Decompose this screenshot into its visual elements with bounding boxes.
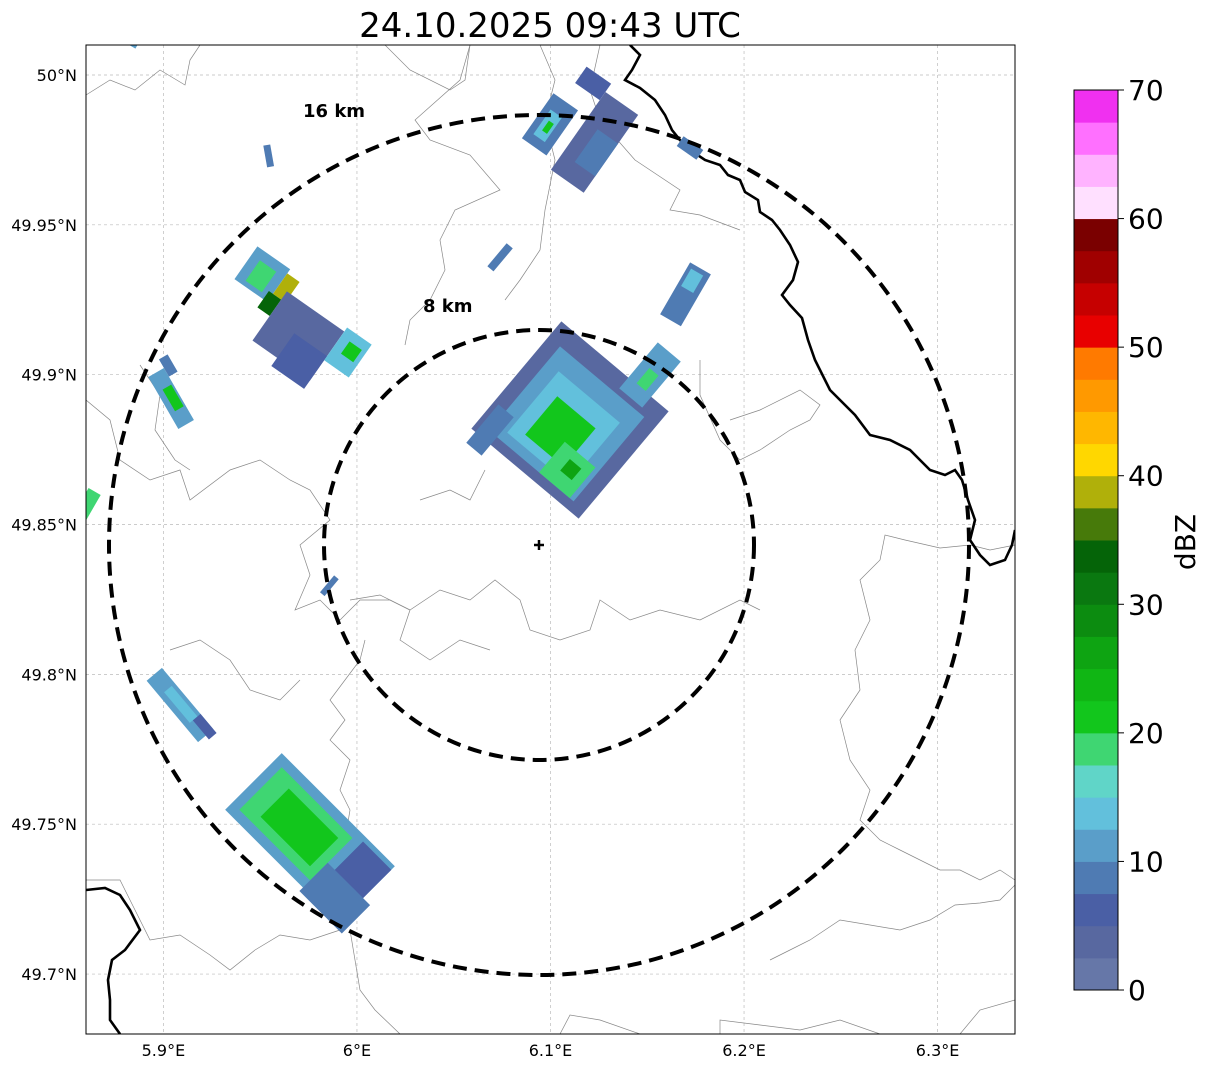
- colorbar-swatch: [1074, 925, 1118, 959]
- longitude-labels: 5.9°E 6°E 6.1°E 6.2°E 6.3°E: [142, 1041, 960, 1060]
- colorbar-swatch: [1074, 315, 1118, 348]
- lon-tick-label: 6.1°E: [529, 1041, 573, 1060]
- echo-central-ne-arm: [619, 342, 681, 408]
- colorbar-swatch: [1074, 732, 1118, 766]
- lon-tick-label: 5.9°E: [142, 1041, 186, 1060]
- map-title: 24.10.2025 09:43 UTC: [359, 6, 741, 46]
- colorbar-swatch: [1074, 443, 1118, 477]
- echo-small-nw: [263, 144, 275, 168]
- echo-small-sw-center: [319, 575, 339, 597]
- colorbar-swatch: [1074, 90, 1118, 123]
- map-frame: [85, 44, 1016, 1035]
- colorbar-swatch: [1074, 636, 1118, 670]
- radar-site-marker: [534, 540, 544, 550]
- colorbar-swatch: [1074, 604, 1118, 637]
- lat-tick-label: 49.8°N: [21, 665, 77, 684]
- colorbar-swatch: [1074, 475, 1118, 509]
- colorbar-swatch: [1074, 186, 1118, 220]
- radar-echoes: [86, 45, 711, 934]
- echo-east-cell: [660, 262, 711, 327]
- colorbar-swatch: [1074, 765, 1118, 798]
- colorbar-swatch: [1074, 700, 1118, 734]
- colorbar-swatch: [1074, 861, 1118, 895]
- colorbar-frame: [1073, 89, 1119, 991]
- colorbar-tick-label: 20: [1128, 717, 1164, 750]
- ring-label-16km: 16 km: [303, 101, 365, 122]
- lat-tick-label: 49.75°N: [11, 815, 77, 834]
- colorbar-swatch: [1074, 797, 1118, 830]
- colorbar-swatch: [1074, 572, 1118, 605]
- lat-tick-label: 49.9°N: [21, 366, 77, 385]
- lon-tick-label: 6.3°E: [916, 1041, 960, 1060]
- echo-south-west-storm: [225, 753, 395, 934]
- echo-edge-west: [86, 488, 101, 521]
- colorbar-swatch: [1074, 668, 1118, 702]
- colorbar-swatch: [1074, 507, 1118, 541]
- colorbar-swatch: [1074, 122, 1118, 155]
- range-ring-16km: [107, 113, 971, 977]
- echo-west-cell: [148, 354, 194, 429]
- echo-central-cluster: [471, 321, 669, 519]
- colorbar-tick-label: 40: [1128, 460, 1164, 493]
- lat-tick-label: 49.95°N: [11, 216, 77, 235]
- ring-label-8km: 8 km: [423, 296, 473, 317]
- echo-border-small: [676, 136, 704, 160]
- latitude-labels: 50°N 49.95°N 49.9°N 49.85°N 49.8°N 49.75°N 49.…: [11, 66, 77, 984]
- colorbar-swatch: [1074, 218, 1118, 252]
- lat-tick-label: 49.85°N: [11, 516, 77, 535]
- colorbar-swatch: [1074, 379, 1118, 412]
- colorbar-title: dBZ: [1169, 514, 1202, 570]
- colorbar-swatch: [1074, 347, 1118, 380]
- colorbar-swatch: [1074, 154, 1118, 187]
- lat-tick-label: 50°N: [37, 66, 77, 85]
- echo-sw-cell: [146, 667, 217, 743]
- colorbar-swatch: [1074, 250, 1118, 284]
- colorbar-swatch: [1074, 411, 1118, 445]
- colorbar-tick-label: 60: [1128, 203, 1164, 236]
- colorbar-swatch: [1074, 893, 1118, 927]
- colorbar-swatch: [1074, 829, 1118, 862]
- colorbar-tick-label: 50: [1128, 331, 1164, 364]
- echo-nw-cluster: [234, 246, 372, 389]
- echo-north-cell: [521, 93, 579, 156]
- colorbar-tick-label: 10: [1128, 845, 1164, 878]
- colorbar: 0 10 20 30 40 50 60 70: [1073, 74, 1164, 1007]
- colorbar-tick-label: 70: [1128, 74, 1164, 107]
- colorbar-swatch: [1074, 540, 1118, 573]
- colorbar-tick-label: 0: [1128, 974, 1146, 1007]
- lat-tick-label: 49.7°N: [21, 965, 77, 984]
- range-ring-8km: [322, 328, 756, 762]
- colorbar-tick-label: 30: [1128, 588, 1164, 621]
- lon-tick-label: 6.2°E: [722, 1041, 766, 1060]
- echo-north-east-cell: [550, 66, 639, 193]
- lon-tick-label: 6°E: [343, 1041, 371, 1060]
- colorbar-swatch: [1074, 957, 1118, 991]
- echo-central-west-arm: [466, 404, 514, 456]
- echo-small-center-north: [487, 243, 513, 272]
- colorbar-swatch: [1074, 282, 1118, 316]
